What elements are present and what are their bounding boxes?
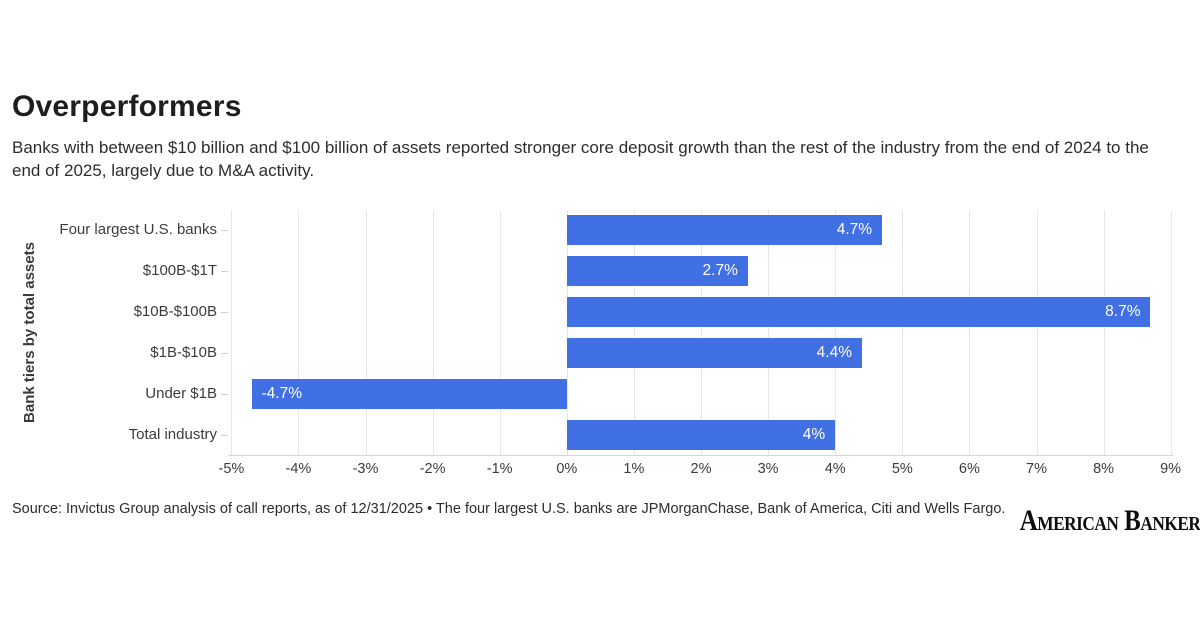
gridline-1% bbox=[633, 210, 635, 455]
x-tick-label: 4% bbox=[824, 461, 846, 477]
gridline-2% bbox=[701, 210, 702, 455]
x-tick-label: 5% bbox=[891, 461, 913, 477]
gridline--4% bbox=[298, 210, 300, 455]
category-label: Four largest U.S. banks bbox=[59, 221, 217, 239]
bar--1b-10b: 4.4% bbox=[566, 337, 862, 368]
bar-total-industry: 4% bbox=[566, 419, 836, 450]
x-tick-label: 8% bbox=[1093, 461, 1115, 477]
gridline-4% bbox=[835, 210, 837, 455]
category-tick bbox=[221, 393, 228, 395]
x-tick-label: 9% bbox=[1160, 461, 1182, 477]
gridline-7% bbox=[1036, 210, 1038, 455]
x-tick-label: -5% bbox=[218, 461, 245, 477]
x-tick-label: 3% bbox=[757, 461, 779, 477]
category-tick bbox=[221, 434, 228, 436]
category-tick bbox=[221, 352, 228, 354]
gridline-0% bbox=[566, 210, 568, 455]
x-axis-line bbox=[228, 455, 1174, 456]
x-tick-label: -4% bbox=[285, 461, 312, 477]
bar-under-1b: -4.7% bbox=[251, 378, 567, 409]
category-tick bbox=[221, 271, 228, 273]
x-tick-label: 7% bbox=[1026, 461, 1047, 477]
x-tick-label: -1% bbox=[486, 461, 513, 477]
bar--10b-100b: 8.7% bbox=[566, 297, 1151, 328]
gridline-9% bbox=[1170, 210, 1172, 455]
gridline-6% bbox=[969, 210, 971, 455]
chart-subtitle: Banks with between $10 billion and $100 … bbox=[12, 138, 1149, 180]
american-banker-logo: American Banker. bbox=[1019, 504, 1200, 537]
category-tick bbox=[221, 230, 228, 232]
x-tick-label: -2% bbox=[419, 461, 446, 477]
bar-value-label: 4.7% bbox=[836, 221, 873, 239]
bar-value-label: 2.7% bbox=[702, 262, 738, 280]
category-label: Total industry bbox=[128, 425, 217, 443]
bar-value-label: 8.7% bbox=[1105, 303, 1141, 321]
gridline-3% bbox=[768, 210, 770, 455]
x-tick-label: 2% bbox=[690, 461, 712, 477]
bar-value-label: 4% bbox=[802, 425, 826, 443]
bar-value-label: -4.7% bbox=[261, 384, 303, 402]
gridline--1% bbox=[499, 210, 501, 455]
gridline--5% bbox=[231, 210, 233, 455]
gridline--3% bbox=[365, 210, 367, 455]
category-label: $1B-$10B bbox=[150, 343, 217, 361]
x-tick-label: 6% bbox=[958, 461, 980, 477]
bar-value-label: 4.4% bbox=[816, 343, 852, 361]
x-tick-label: 1% bbox=[623, 461, 645, 477]
gridline-5% bbox=[902, 210, 904, 455]
x-tick-label: 0% bbox=[556, 461, 578, 477]
chart-title: Overperformers bbox=[12, 90, 242, 123]
category-label: $100B-$1T bbox=[142, 262, 217, 280]
category-tick bbox=[221, 312, 228, 314]
x-axis-tick-labels: -5% -4% -3% -2% -1% 0% 1% 2% 3% 4% 5% 6% 7% 8% 9% bbox=[218, 461, 1181, 483]
category-label: Under $1B bbox=[145, 384, 217, 402]
source-note: Source: Invictus Group analysis of call … bbox=[12, 501, 1006, 517]
bar--100b-1t: 2.7% bbox=[566, 256, 748, 287]
gridline--2% bbox=[432, 210, 434, 455]
x-tick-label: -3% bbox=[352, 461, 379, 477]
bar-chart-plot-area: 4.7% 2.7% 8.7% 4.4% -4.7% 4% bbox=[228, 210, 1174, 456]
bar-four-largest-u-s-banks: 4.7% bbox=[566, 215, 883, 246]
category-axis: Four largest U.S. banks $100B-$1T $10B-$10… bbox=[0, 210, 217, 455]
gridline-8% bbox=[1103, 210, 1105, 455]
footer: Source: Invictus Group analysis of call … bbox=[12, 498, 1200, 537]
category-label: $10B-$100B bbox=[133, 303, 217, 321]
